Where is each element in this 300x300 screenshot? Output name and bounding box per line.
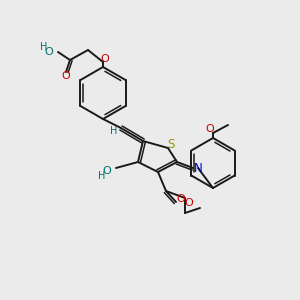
Text: O: O	[44, 47, 53, 57]
Text: H: H	[110, 126, 118, 136]
Text: H: H	[40, 42, 47, 52]
Text: N: N	[194, 161, 202, 175]
Text: O: O	[206, 124, 214, 134]
Text: O: O	[184, 198, 194, 208]
Text: O: O	[100, 54, 109, 64]
Text: O: O	[61, 71, 70, 81]
Text: H: H	[98, 171, 105, 181]
Text: O: O	[102, 166, 111, 176]
Text: S: S	[167, 137, 175, 151]
Text: O: O	[177, 194, 185, 204]
